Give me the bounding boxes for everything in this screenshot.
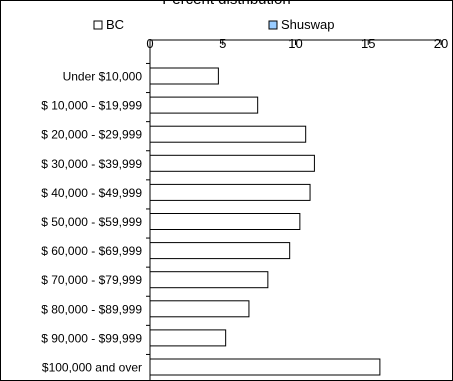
legend-label-0: BC xyxy=(106,17,124,32)
bar-6 xyxy=(149,242,291,260)
bar-10 xyxy=(149,358,381,376)
chart-title: Percent distribution xyxy=(0,0,453,9)
legend-label-1: Shuswap xyxy=(281,17,334,32)
category-label: $100,000 and over xyxy=(42,361,142,375)
bar-4 xyxy=(149,183,311,201)
bar-1 xyxy=(149,96,259,114)
bars xyxy=(146,40,381,381)
chart-legend: BC Shuswap xyxy=(93,17,334,32)
category-labels: Under $10,000 $ 10,000 - $19,999 $ 20,000 … xyxy=(41,70,142,375)
legend-swatch-0 xyxy=(93,20,103,30)
category-label: $ 20,000 - $29,999 xyxy=(41,128,142,142)
x-tick-label: 15 xyxy=(361,36,375,51)
legend-swatch-1 xyxy=(268,20,278,30)
category-label: $ 50,000 - $59,999 xyxy=(41,215,142,229)
x-tick-label: 10 xyxy=(288,36,302,51)
bar-8 xyxy=(149,300,250,318)
category-label: $ 70,000 - $79,999 xyxy=(41,273,142,287)
x-axis: 05101520 xyxy=(146,36,448,51)
bar-7 xyxy=(149,271,269,289)
bar-5 xyxy=(149,213,301,230)
x-tick-label: 5 xyxy=(219,36,226,51)
category-label: $ 80,000 - $89,999 xyxy=(41,302,142,316)
category-label: $ 10,000 - $19,999 xyxy=(41,99,142,113)
bar-2 xyxy=(149,125,307,143)
category-label: Under $10,000 xyxy=(63,70,143,84)
bar-3 xyxy=(149,154,315,172)
bar-0 xyxy=(149,67,219,85)
category-label: $ 30,000 - $39,999 xyxy=(41,157,142,171)
bar-9 xyxy=(149,329,227,347)
category-label: $ 40,000 - $49,999 xyxy=(41,186,142,200)
category-label: $ 60,000 - $69,999 xyxy=(41,244,142,258)
x-tick-label: 20 xyxy=(434,36,448,51)
category-label: $ 90,000 - $99,999 xyxy=(41,331,142,345)
